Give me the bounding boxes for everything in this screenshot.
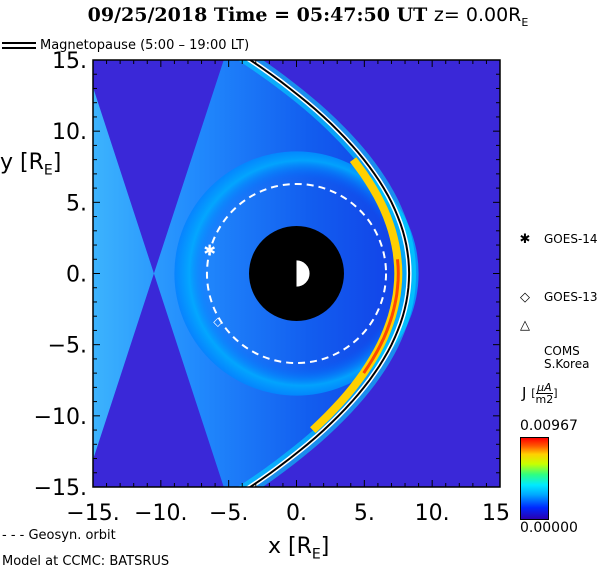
coms-symbol: △ <box>520 318 530 333</box>
goes-13-symbol: ◇ <box>520 290 530 305</box>
x-tick-label: 5. <box>354 501 375 526</box>
x-tick-label: −5. <box>209 501 248 526</box>
title-time: 09/25/2018 Time = 05:47:50 UT <box>87 4 428 26</box>
current-density-field: ✱ ◇ <box>93 60 500 487</box>
x-axis-label: x [RE] <box>268 534 330 563</box>
colorbar <box>520 437 549 520</box>
goes-14-marker: ✱ <box>203 242 216 260</box>
y-tick-label: −15. <box>34 476 87 501</box>
y-tick-label: 10. <box>52 120 87 145</box>
colorbar-max-label: 0.00967 <box>520 418 578 434</box>
axis-tick-labels: −15. −10. −5. 0. 5. 10. 15 15. 10. 5. 0. −5. −10. −15… <box>34 49 510 526</box>
goes-13-marker: ◇ <box>213 314 223 328</box>
goes-14-symbol: ✱ <box>519 232 531 247</box>
x-tick-label: 0. <box>286 501 307 526</box>
colorbar-label: J [μA m2] <box>522 381 558 406</box>
y-tick-label: −5. <box>48 334 87 359</box>
magnetopause-legend-label: Magnetopause (5:00 – 19:00 LT) <box>40 38 250 53</box>
goes-14-label: GOES-14 <box>544 232 598 246</box>
magnetopause-legend: Magnetopause (5:00 – 19:00 LT) <box>2 38 249 53</box>
axis-ticks <box>92 59 501 488</box>
geosynchronous-orbit <box>205 182 388 365</box>
colorbar-min-label: 0.00000 <box>520 520 578 536</box>
y-axis-label: y [RE] <box>0 150 62 179</box>
x-tick-label: −10. <box>134 501 187 526</box>
legend-goes-14: ✱ GOES-14 <box>520 232 598 247</box>
magnetopause-line <box>248 60 411 487</box>
legend-goes-13: ◇ GOES-13 <box>520 290 598 305</box>
z-label: z= 0.00RE <box>433 4 529 29</box>
y-tick-label: 5. <box>66 191 87 216</box>
y-tick-label: −10. <box>34 405 87 430</box>
coms-label: COMS S.Korea <box>544 344 590 371</box>
colorbar-unit-denominator: m2 <box>535 393 554 406</box>
goes-13-label: GOES-13 <box>544 290 598 304</box>
y-tick-label: 15. <box>52 49 87 74</box>
model-credit: Model at CCMC: BATSRUS <box>2 554 170 569</box>
legend-coms: △ COMS S.Korea <box>520 319 590 371</box>
page-title: 09/25/2018 Time = 05:47:50 UT z= 0.00RE <box>0 4 616 29</box>
x-tick-label: 10. <box>415 501 450 526</box>
geosyn-orbit-legend: - - - Geosyn. orbit <box>2 528 116 543</box>
x-tick-label: −15. <box>66 501 119 526</box>
y-tick-label: 0. <box>66 263 87 288</box>
magnetopause-current-core <box>362 259 400 374</box>
earth-nightside <box>282 259 297 288</box>
colorbar-unit-numerator: μA <box>535 381 554 394</box>
magnetopause-line-sample <box>2 42 36 49</box>
x-tick-label: 15 <box>482 501 510 526</box>
